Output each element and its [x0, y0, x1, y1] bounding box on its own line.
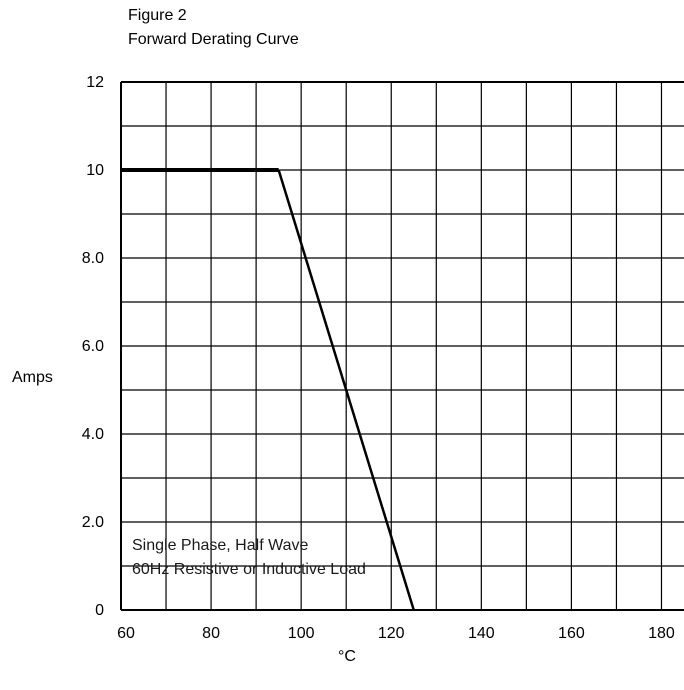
chart-grid — [120, 81, 684, 611]
y-tick-label: 12 — [86, 74, 104, 91]
y-tick-label: 2.0 — [82, 514, 104, 531]
x-tick-label: 100 — [288, 625, 315, 642]
annotation-line-1: Single Phase, Half Wave — [132, 537, 308, 554]
annotation-line-2: 60Hz Resistive or Inductive Load — [132, 561, 366, 578]
series-segment-derating — [277, 169, 415, 611]
y-tick-label: 8.0 — [82, 250, 104, 267]
x-tick-label: 80 — [202, 625, 220, 642]
chart-series — [121, 168, 415, 611]
y-tick-label: 0 — [95, 602, 104, 619]
x-tick-label: 160 — [558, 625, 585, 642]
x-tick-label: 180 — [648, 625, 675, 642]
chart-title: Forward Derating Curve — [128, 31, 299, 48]
x-tick-label: 60 — [117, 625, 135, 642]
figure-label: Figure 2 — [128, 7, 187, 24]
y-tick-label: 10 — [86, 162, 104, 179]
x-tick-label: 120 — [378, 625, 405, 642]
y-tick-label: 6.0 — [82, 338, 104, 355]
x-axis-ticks: 60 80 100 120 140 160 180 — [117, 625, 675, 642]
x-axis-label: °C — [338, 648, 356, 665]
x-tick-label: 140 — [468, 625, 495, 642]
y-axis-ticks: 0 2.0 4.0 6.0 8.0 10 12 — [82, 74, 104, 619]
y-tick-label: 4.0 — [82, 426, 104, 443]
y-axis-label: Amps — [12, 369, 53, 386]
